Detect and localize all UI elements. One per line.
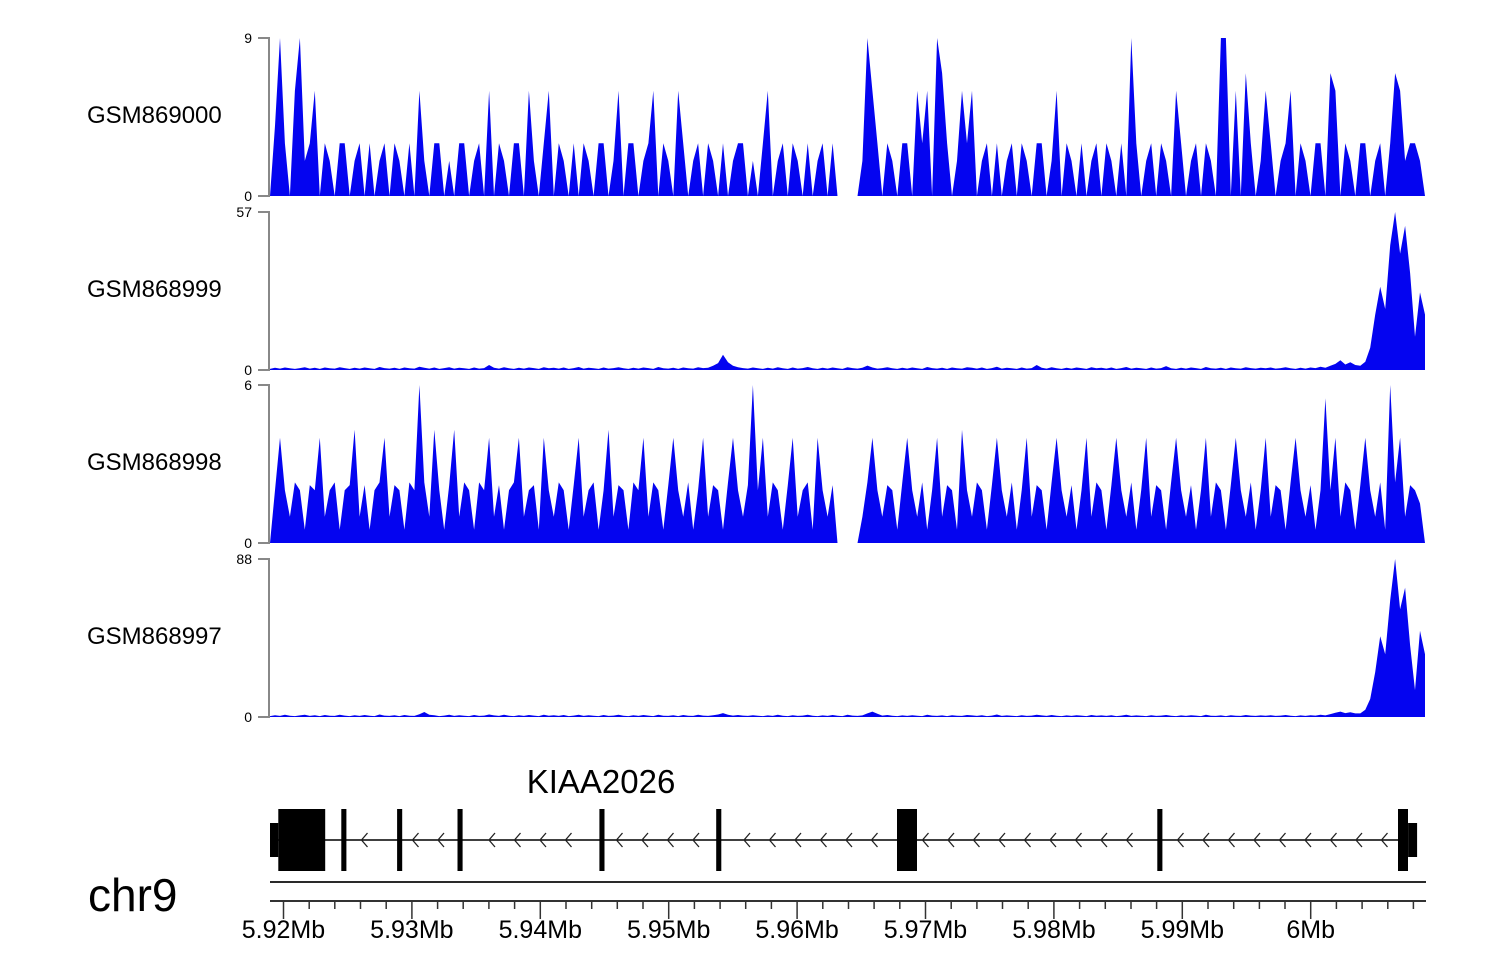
- y-axis: 6 0: [244, 378, 270, 550]
- y-max-label: 9: [244, 30, 252, 46]
- signal-plot: [270, 212, 1425, 370]
- axis-tick-label: 5.94Mb: [498, 916, 582, 944]
- y-min-label: 0: [244, 535, 252, 551]
- y-min-label: 0: [244, 188, 252, 204]
- gene-track-separator-line: [270, 881, 1426, 883]
- track-label: GSM868999: [87, 276, 222, 303]
- y-min-label: 0: [244, 362, 252, 378]
- y-axis: 88 0: [236, 552, 270, 724]
- axis-tick-label: 5.97Mb: [883, 916, 968, 944]
- y-axis-bottom-tick: [258, 369, 270, 371]
- y-axis-top-tick: [258, 37, 270, 39]
- y-max-label: 57: [236, 204, 252, 220]
- axis-tick-label: 5.98Mb: [1012, 916, 1096, 944]
- track-label: GSM869000: [87, 102, 222, 129]
- axis-tick-label: 5.99Mb: [1140, 916, 1225, 944]
- y-max-label: 88: [236, 551, 252, 567]
- axis-tick-label: 5.95Mb: [626, 916, 711, 944]
- track-gsm868997: GSM868997 88 0: [0, 552, 1500, 724]
- gene-name-label: KIAA2026: [526, 763, 676, 800]
- y-axis-bottom-tick: [258, 195, 270, 197]
- track-label: GSM868998: [87, 449, 222, 476]
- y-axis-top-tick: [258, 558, 270, 560]
- track-gsm868999: GSM868999 57 0: [0, 205, 1500, 377]
- gene-model: [270, 809, 1418, 871]
- y-axis-top-tick: [258, 384, 270, 386]
- y-axis: 9 0: [244, 31, 270, 203]
- signal-plot: [270, 385, 1425, 543]
- track-gsm869000: GSM869000 9 0: [0, 31, 1500, 203]
- y-axis-bottom-tick: [258, 716, 270, 718]
- track-label: GSM868997: [87, 623, 222, 650]
- ruler-tick-labels: 5.92Mb 5.93Mb 5.94Mb 5.95Mb 5.96Mb 5.97Mb 5.98…: [242, 916, 1430, 951]
- track-gsm868998: GSM868998 6 0: [0, 378, 1500, 550]
- y-min-label: 0: [244, 709, 252, 725]
- y-axis-bottom-tick: [258, 542, 270, 544]
- signal-plot: [270, 38, 1425, 196]
- coordinate-ruler: [270, 900, 1426, 919]
- signal-plot: [270, 559, 1425, 717]
- chromosome-label: chr9: [88, 869, 178, 921]
- axis-tick-label: 6Mb: [1286, 916, 1336, 944]
- axis-tick-label: 5.93Mb: [370, 916, 454, 944]
- axis-tick-label: 5.92Mb: [241, 916, 326, 944]
- y-max-label: 6: [244, 377, 252, 393]
- y-axis: 57 0: [236, 205, 270, 377]
- y-axis-top-tick: [258, 211, 270, 213]
- axis-tick-label: 5.96Mb: [755, 916, 839, 944]
